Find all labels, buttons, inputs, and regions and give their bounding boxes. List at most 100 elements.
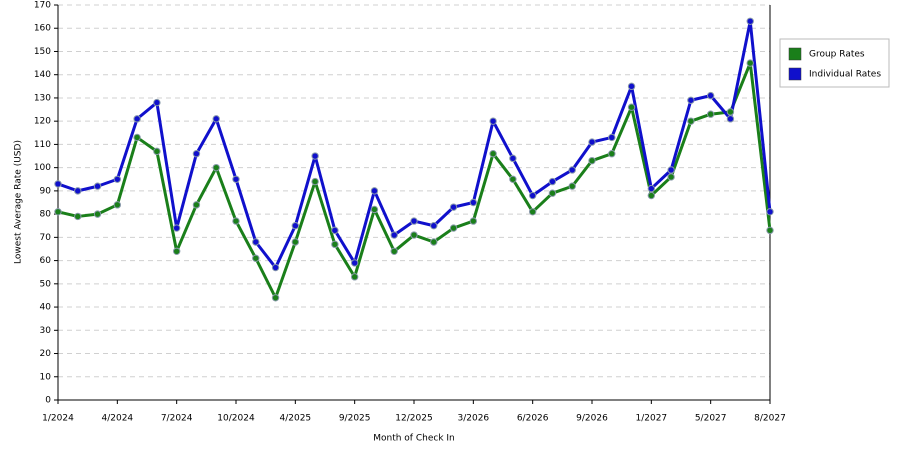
- x-tick-label: 10/2024: [217, 414, 255, 424]
- y-tick-label: 120: [34, 117, 51, 127]
- data-point: [133, 133, 141, 142]
- data-point: [726, 115, 735, 123]
- data-point: [608, 150, 616, 158]
- y-tick-label: 130: [34, 93, 51, 103]
- y-tick-label: 150: [34, 47, 51, 57]
- y-tick-label: 160: [34, 24, 51, 34]
- data-point: [746, 17, 754, 25]
- x-tick-label: 12/2025: [395, 414, 432, 424]
- data-point: [647, 191, 656, 200]
- data-point: [667, 173, 675, 181]
- data-point: [93, 182, 102, 190]
- data-point: [410, 217, 418, 225]
- data-point: [153, 98, 161, 107]
- data-point: [509, 175, 517, 183]
- y-tick-label: 60: [40, 256, 52, 266]
- legend-swatch: [788, 67, 802, 81]
- y-tick-label: 70: [40, 233, 52, 243]
- data-point: [667, 166, 675, 174]
- x-tick-label: 4/2024: [101, 414, 133, 424]
- data-point: [528, 191, 537, 200]
- data-point: [568, 182, 576, 190]
- data-point: [430, 222, 438, 230]
- y-tick-label: 20: [40, 349, 52, 359]
- data-point: [252, 238, 260, 246]
- data-point: [172, 224, 181, 232]
- data-point: [588, 138, 596, 146]
- data-point: [192, 201, 201, 209]
- y-tick-label: 90: [40, 186, 52, 196]
- data-point: [627, 103, 636, 111]
- y-tick-label: 80: [40, 210, 52, 220]
- data-point: [766, 226, 774, 235]
- y-tick-label: 50: [40, 279, 52, 289]
- data-point: [726, 108, 735, 116]
- data-point: [212, 115, 220, 123]
- data-point: [588, 156, 596, 165]
- x-tick-label: 1/2027: [635, 414, 667, 424]
- legend-label: Group Rates: [809, 50, 865, 60]
- data-point: [706, 110, 715, 118]
- data-point: [548, 177, 557, 186]
- data-point: [509, 154, 517, 163]
- data-point: [528, 208, 537, 216]
- y-tick-label: 40: [40, 303, 52, 313]
- data-point: [608, 133, 616, 142]
- data-point: [469, 198, 478, 207]
- x-tick-label: 5/2027: [695, 414, 727, 424]
- data-point: [311, 152, 319, 160]
- data-point: [766, 208, 774, 216]
- data-point: [311, 177, 319, 186]
- data-point: [746, 59, 754, 67]
- data-point: [489, 150, 497, 158]
- y-tick-label: 140: [34, 70, 51, 80]
- data-point: [232, 175, 240, 183]
- x-tick-label: 1/2024: [42, 414, 74, 424]
- x-tick-label: 3/2026: [457, 414, 489, 424]
- data-point: [390, 231, 398, 239]
- x-axis-label: Month of Check In: [373, 434, 455, 444]
- data-point: [133, 115, 141, 123]
- data-point: [627, 82, 636, 91]
- data-point: [390, 247, 398, 255]
- data-point: [271, 294, 280, 302]
- data-point: [410, 231, 418, 239]
- data-point: [647, 184, 656, 193]
- data-point: [370, 187, 379, 195]
- data-point: [350, 259, 359, 267]
- data-point: [93, 210, 102, 218]
- data-point: [469, 217, 478, 225]
- data-point: [548, 189, 557, 197]
- y-tick-label: 10: [40, 372, 52, 382]
- data-point: [232, 217, 240, 225]
- data-point: [331, 240, 339, 249]
- data-point: [449, 203, 458, 211]
- y-axis-label: Lowest Average Rate (USD): [14, 140, 24, 264]
- data-point: [74, 187, 82, 195]
- data-point: [192, 150, 201, 158]
- data-point: [687, 117, 695, 125]
- x-tick-label: 6/2026: [517, 414, 549, 424]
- data-point: [172, 247, 181, 255]
- data-point: [212, 163, 220, 172]
- data-point: [271, 263, 280, 272]
- data-point: [252, 254, 260, 262]
- legend-swatch: [788, 47, 802, 61]
- x-tick-label: 9/2026: [576, 414, 608, 424]
- data-point: [489, 117, 497, 125]
- data-point: [291, 238, 300, 246]
- y-tick-label: 30: [40, 326, 52, 336]
- data-point: [113, 201, 122, 209]
- data-point: [430, 238, 438, 246]
- data-point: [449, 224, 458, 232]
- x-tick-label: 4/2025: [279, 414, 311, 424]
- x-tick-label: 8/2027: [754, 414, 786, 424]
- data-point: [350, 273, 359, 281]
- data-point: [54, 180, 62, 188]
- y-tick-label: 0: [45, 396, 51, 406]
- y-tick-label: 100: [34, 163, 51, 173]
- legend-label: Individual Rates: [809, 70, 881, 80]
- x-tick-label: 9/2025: [339, 414, 371, 424]
- data-point: [331, 226, 339, 235]
